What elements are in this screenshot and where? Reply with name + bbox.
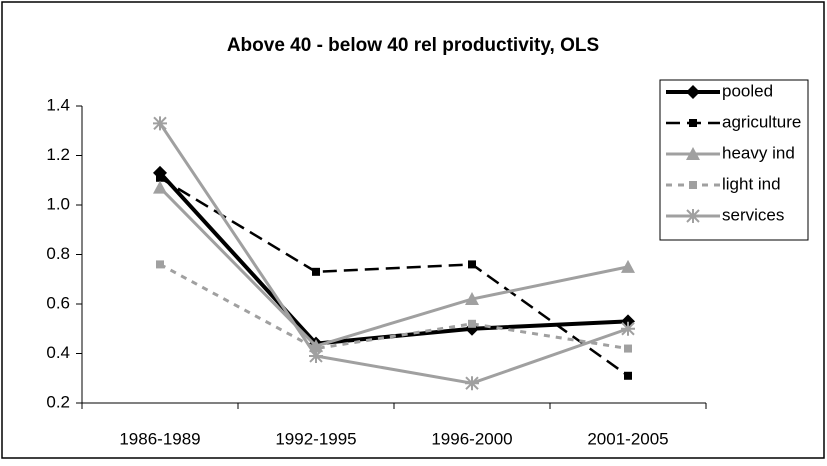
marker [686, 209, 700, 223]
marker [468, 319, 476, 328]
marker [153, 116, 167, 131]
marker [153, 180, 167, 194]
y-tick-label: 1.2 [46, 145, 70, 164]
series-line [159, 176, 629, 377]
y-tick-label: 0.2 [46, 392, 70, 411]
legend-label: pooled [722, 81, 773, 100]
legend-label: services [722, 205, 784, 224]
marker [686, 147, 700, 160]
y-tick-label: 1.4 [46, 95, 70, 114]
x-tick-label: 2001-2005 [587, 429, 668, 448]
marker [621, 321, 635, 336]
marker [156, 260, 164, 269]
series-line [158, 186, 629, 348]
marker [689, 119, 697, 127]
marker [309, 348, 323, 363]
y-tick-label: 0.4 [46, 343, 70, 362]
y-tick-label: 0.8 [46, 244, 70, 263]
x-tick-label: 1996-2000 [431, 429, 512, 448]
marker [624, 344, 632, 353]
y-tick-label: 1.0 [46, 194, 70, 213]
marker [312, 267, 320, 276]
marker [689, 181, 697, 189]
marker [156, 173, 164, 182]
marker [621, 259, 635, 273]
marker [468, 260, 476, 269]
marker [686, 85, 700, 99]
series-line [159, 263, 629, 351]
x-tick-label: 1992-1995 [275, 429, 356, 448]
marker [624, 371, 632, 380]
x-tick-label: 1986-1989 [119, 429, 200, 448]
legend-label: light ind [722, 174, 781, 193]
chart-title: Above 40 - below 40 rel productivity, OL… [227, 35, 599, 56]
series-line [158, 122, 629, 385]
marker [465, 292, 479, 306]
legend-label: agriculture [722, 112, 801, 131]
marker [312, 344, 320, 353]
legend-box [659, 79, 809, 241]
marker [465, 376, 479, 391]
legend-label: heavy ind [722, 143, 795, 162]
y-tick-label: 0.6 [46, 293, 70, 312]
